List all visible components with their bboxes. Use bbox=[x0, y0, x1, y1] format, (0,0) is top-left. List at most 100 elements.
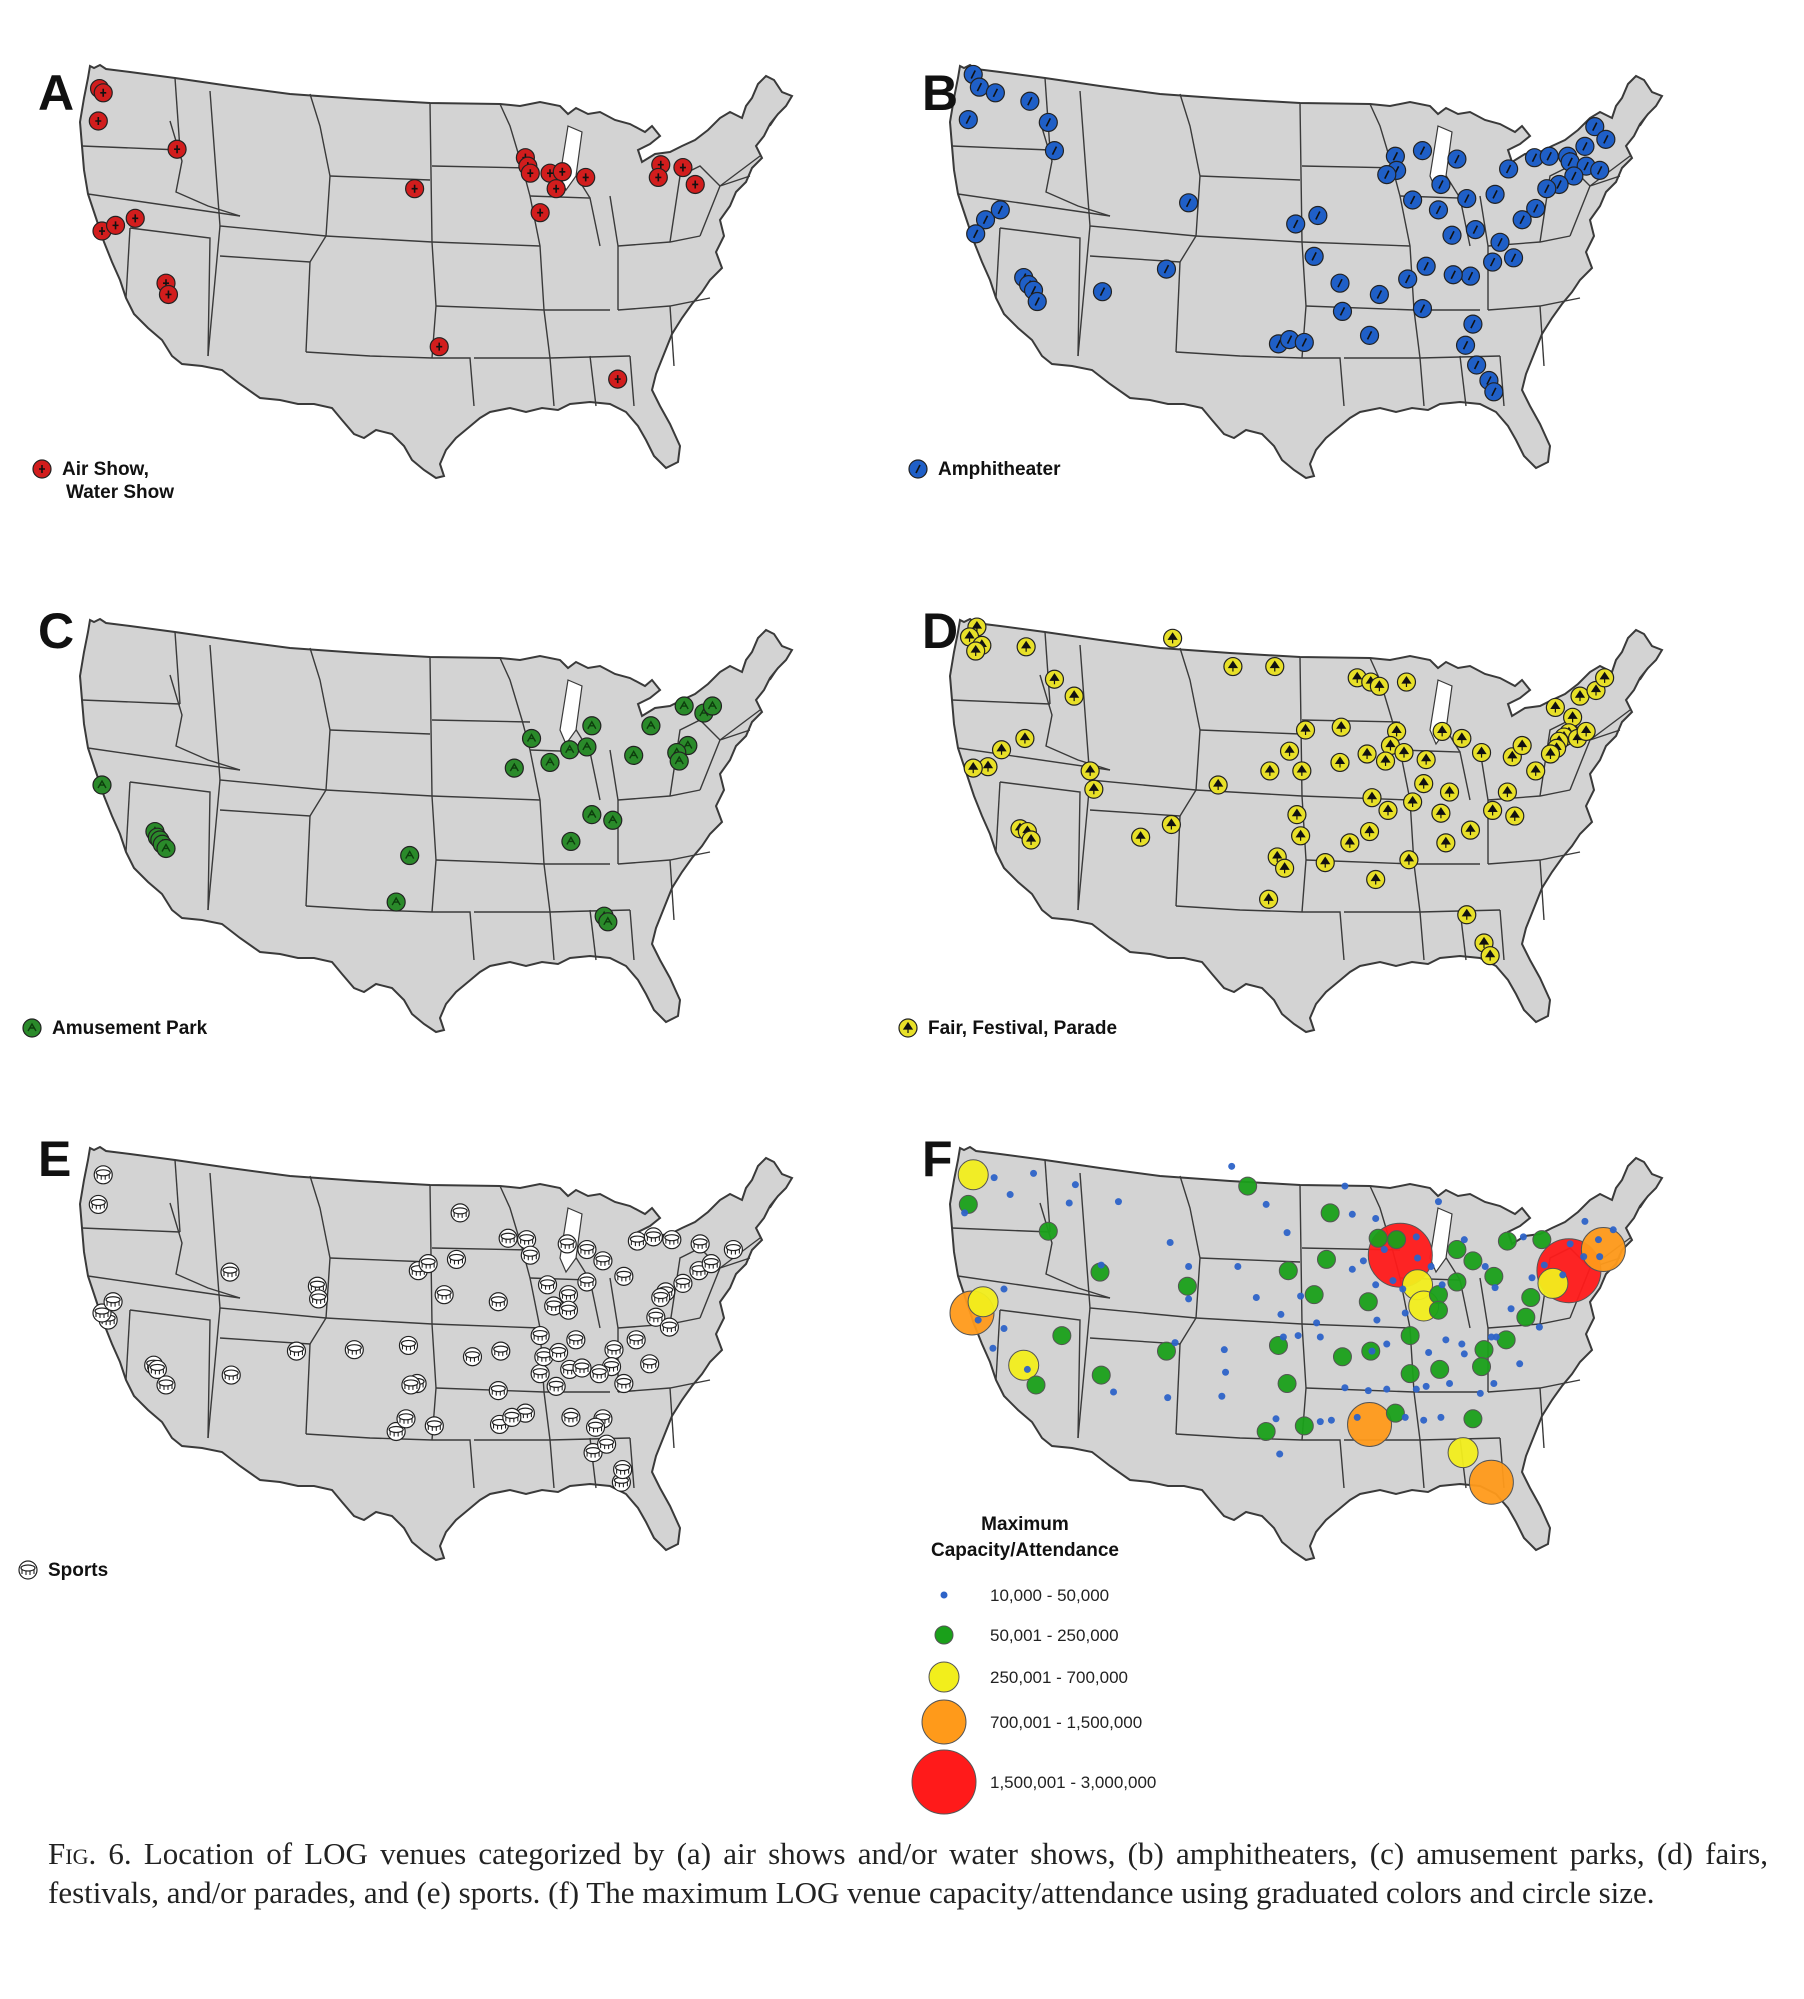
capacity-circle bbox=[1316, 1418, 1324, 1426]
usa-basemap bbox=[79, 618, 793, 1033]
legend-air_water_show: Air Show,Water Show bbox=[32, 459, 174, 503]
venue-marker bbox=[1485, 184, 1505, 204]
capacity-circle bbox=[1353, 1413, 1361, 1421]
venue-marker bbox=[1503, 248, 1524, 268]
venue-marker bbox=[674, 696, 694, 716]
venue-marker bbox=[1259, 889, 1279, 909]
capacity-circle bbox=[1252, 1294, 1260, 1302]
venue-marker bbox=[344, 1340, 364, 1360]
capacity-circle bbox=[1332, 1347, 1352, 1367]
capacity-circle bbox=[1484, 1266, 1504, 1286]
venue-marker bbox=[1480, 946, 1500, 966]
capacity-circle bbox=[1110, 1388, 1118, 1396]
panel-letter-f: F bbox=[922, 1131, 953, 1187]
venue-marker bbox=[1027, 291, 1047, 312]
venue-marker bbox=[978, 757, 998, 777]
capacity-circle bbox=[1566, 1240, 1574, 1248]
capacity-circle bbox=[1401, 1413, 1409, 1421]
venue-marker bbox=[1499, 159, 1519, 179]
venue-marker bbox=[105, 215, 126, 235]
legend-amphitheater: Amphitheater bbox=[908, 459, 1061, 480]
venue-marker bbox=[1286, 214, 1306, 234]
capacity-circle bbox=[1038, 1221, 1058, 1241]
capacity-class-5: 1,500,001 - 3,000,000 bbox=[911, 1749, 1156, 1815]
venue-marker bbox=[429, 337, 449, 357]
capacity-circle bbox=[1532, 1230, 1552, 1250]
venue-marker bbox=[1163, 628, 1183, 648]
venue-marker bbox=[530, 1325, 550, 1346]
venue-marker bbox=[1465, 220, 1485, 240]
capacity-circle bbox=[1521, 1288, 1541, 1308]
venue-marker bbox=[1131, 827, 1151, 847]
capacity-circle bbox=[1428, 1300, 1448, 1320]
venue-marker bbox=[1330, 752, 1350, 773]
venue-marker bbox=[577, 1272, 597, 1292]
venue-markers-fair_festival_parade bbox=[959, 617, 1615, 966]
venue-marker bbox=[147, 1359, 167, 1380]
capacity-circle bbox=[1447, 1437, 1479, 1469]
venue-marker bbox=[646, 1307, 666, 1327]
capacity-circle bbox=[1023, 1365, 1031, 1373]
capacity-circle bbox=[1114, 1198, 1122, 1206]
venue-marker bbox=[966, 224, 986, 244]
venue-marker bbox=[1295, 720, 1316, 740]
venue-marker bbox=[498, 1228, 518, 1248]
venue-marker bbox=[1223, 656, 1243, 677]
capacity-circle bbox=[1348, 1265, 1356, 1273]
map-panel-a bbox=[79, 64, 793, 479]
venue-marker bbox=[963, 758, 983, 778]
capacity-circle bbox=[1463, 1409, 1483, 1429]
venue-marker bbox=[604, 1340, 624, 1360]
capacity-circle bbox=[1581, 1217, 1589, 1225]
capacity-circle bbox=[1427, 1262, 1435, 1270]
capacity-circle bbox=[1228, 1162, 1236, 1170]
venue-marker bbox=[1398, 269, 1418, 289]
capacity-circle bbox=[1256, 1421, 1276, 1441]
venue-marker bbox=[651, 1287, 671, 1308]
venue-marker bbox=[286, 1341, 307, 1361]
capacity-circle bbox=[1166, 1238, 1174, 1246]
venue-marker bbox=[1442, 225, 1462, 245]
panel-letter-c: C bbox=[38, 603, 74, 659]
venue-marker bbox=[537, 1275, 558, 1295]
venue-marker bbox=[1540, 744, 1561, 764]
capacity-circle bbox=[1447, 1272, 1467, 1292]
venue-marker bbox=[1463, 314, 1483, 334]
venue-marker bbox=[488, 1292, 508, 1312]
capacity-class-3: 250,001 - 700,000 bbox=[928, 1661, 1128, 1693]
legend-fair_festival_parade: Fair, Festival, Parade bbox=[898, 1018, 1117, 1039]
capacity-class-2: 50,001 - 250,000 bbox=[934, 1625, 1119, 1645]
venue-marker bbox=[546, 179, 566, 199]
capacity-circle bbox=[1594, 1236, 1602, 1244]
capacity-circle bbox=[1422, 1382, 1430, 1390]
capacity-circle bbox=[1491, 1284, 1499, 1292]
venue-marker bbox=[1378, 800, 1398, 821]
capacity-circle bbox=[1372, 1215, 1380, 1223]
venue-marker bbox=[167, 139, 187, 159]
venue-marker bbox=[702, 696, 723, 716]
venue-marker bbox=[1539, 146, 1559, 166]
capacity-circle bbox=[1185, 1295, 1193, 1303]
venue-marker bbox=[659, 1317, 679, 1337]
venue-marker bbox=[1526, 198, 1546, 219]
venue-marker bbox=[1497, 782, 1517, 802]
capacity-circle bbox=[1272, 1415, 1280, 1423]
capacity-circle bbox=[1341, 1182, 1349, 1190]
capacity-circle bbox=[1481, 1262, 1489, 1270]
capacity-circle bbox=[1420, 1416, 1428, 1424]
capacity-circle bbox=[1294, 1332, 1302, 1340]
venue-marker bbox=[1455, 335, 1476, 355]
venue-marker bbox=[450, 1203, 470, 1223]
capacity-circle bbox=[1468, 1459, 1514, 1505]
capacity-swatch bbox=[934, 1625, 954, 1645]
capacity-circle bbox=[1313, 1319, 1321, 1327]
venue-marker bbox=[985, 83, 1005, 103]
legend-label: Amusement Park bbox=[52, 1018, 208, 1039]
capacity-circle bbox=[1540, 1261, 1548, 1269]
venue-marker bbox=[396, 1409, 416, 1429]
panel-letter-e: E bbox=[38, 1131, 71, 1187]
venue-marker bbox=[521, 728, 542, 749]
capacity-circle bbox=[1156, 1341, 1176, 1361]
capacity-circle bbox=[1358, 1292, 1378, 1312]
